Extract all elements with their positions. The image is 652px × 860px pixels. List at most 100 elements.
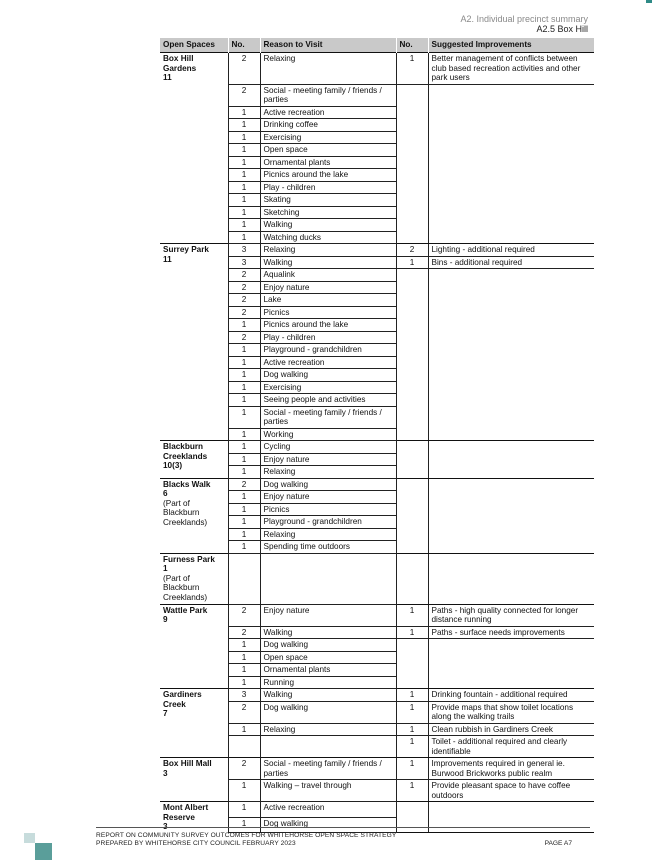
subsection-header: A2.5 Box Hill [536,24,588,34]
reason-text: Active recreation [259,801,396,818]
improvement-count [395,331,428,344]
table-row: 1 Dog walking [160,638,594,652]
footer-report-title: REPORT ON COMMUNITY SURVEY OUTCOMES FOR … [96,832,397,839]
table-row: 3 Walking 1 Bins - additional required [160,256,594,269]
reason-text: Exercising [259,381,396,394]
reason-text: Walking [259,256,396,269]
improvement-count [395,343,428,356]
improvement-text [427,515,594,528]
reason-count: 2 [227,268,260,282]
reason-text [259,552,396,605]
open-space-cell: Blackburn Creeklands 10(3) [160,440,228,478]
table-row: 1 Playground - grandchildren [160,515,594,529]
improvement-text [427,801,594,817]
reason-text: Dog walking [259,477,396,491]
reason-count: 1 [227,503,260,516]
table-row: 1 Relaxing [160,465,594,479]
reason-count [227,735,260,758]
open-space-note: (Part of Blackburn Creeklands) [163,498,208,527]
reason-text: Social - meeting family / friends / part… [259,406,396,429]
decorative-square-light [24,833,35,843]
improvement-count [395,143,428,156]
improvement-count [395,440,428,453]
improvement-text [427,428,594,441]
open-space-count: 11 [163,254,172,264]
improvement-count [395,428,428,441]
reason-count: 1 [227,723,260,736]
open-space-name: Wattle Park [163,605,208,615]
table-row: Gardiners Creek 7 3 Walking 1 Drinking founta… [160,688,594,758]
reason-count: 1 [227,651,260,664]
col-improvement-count: No. [396,38,429,53]
improvement-text [427,181,594,194]
table-row: 1 Active recreation [160,106,594,119]
reason-text: Playground - grandchildren [259,343,396,357]
reason-text: Picnics [259,503,396,516]
open-space-count: 11 [163,73,172,82]
col-reason: Reason to Visit [260,38,397,53]
reason-count: 1 [227,156,260,169]
reason-count: 1 [227,181,260,194]
improvement-count [395,490,428,503]
reason-count: 1 [227,638,260,652]
improvement-text [427,206,594,219]
improvement-text: Toilet - additional required and clearly… [427,735,594,758]
improvement-text [427,503,594,516]
open-space-name: Box Hill Gardens [163,54,197,73]
footer-prepared-by: PREPARED BY WHITEHORSE CITY COUNCIL FEBR… [96,840,296,847]
table-row: Blackburn Creeklands 10(3) 1 Cycling [160,440,594,478]
table-row: 2 Social - meeting family / friends / par… [160,84,594,107]
reason-count: 1 [227,143,260,157]
improvement-text: Paths - high quality connected for longe… [427,603,594,627]
open-space-name: Mont Albert Reserve [163,803,209,822]
table-row: 1 Dog walking [160,817,594,833]
reason-text: Social - meeting family / friends / part… [259,757,396,780]
reason-count: 1 [227,453,260,466]
reason-count: 1 [227,428,260,441]
improvement-count [395,306,428,319]
reason-count: 1 [227,801,260,818]
reason-text: Working [259,428,396,441]
reason-count: 1 [227,490,260,504]
improvement-text [427,168,594,181]
table-row: 1 Walking [160,218,594,232]
reason-text: Ornamental plants [259,663,396,677]
reason-count: 2 [227,757,260,780]
reason-text: Enjoy nature [259,281,396,294]
reason-count: 1 [227,231,260,244]
reason-text: Dog walking [259,701,396,724]
reason-count: 2 [227,52,260,85]
open-space-cell: Box Hill Gardens 11 [160,52,228,244]
page-number: PAGE A7 [544,840,572,847]
improvement-count: 1 [395,603,428,627]
reason-count: 3 [227,243,260,257]
improvement-count [395,638,428,651]
reason-count: 1 [227,381,260,394]
table-row: 1 Drinking coffee [160,118,594,132]
improvement-count: 1 [395,779,428,802]
reason-count: 1 [227,779,260,802]
reason-text: Enjoy nature [259,453,396,466]
improvement-text [427,638,594,651]
table-row: Blacks Walk 6 (Part of Blackburn Creekland… [160,477,594,553]
table-row: 2 Lake [160,293,594,307]
open-space-cell: Box Hill Mall 3 [160,757,228,802]
improvement-text [427,118,594,131]
improvement-text [427,231,594,244]
reason-text: Walking [259,218,396,232]
improvement-count: 1 [395,701,428,724]
reason-text: Active recreation [259,356,396,369]
reason-text: Play - children [259,331,396,344]
table-row: 2 Walking 1 Paths - surface needs improveme… [160,626,594,639]
reason-text: Relaxing [259,52,396,85]
reason-count: 2 [227,701,260,724]
reason-text: Enjoy nature [259,490,396,504]
reason-text: Relaxing [259,243,396,257]
improvement-count [395,552,428,605]
reason-text: Picnics [259,306,396,319]
improvement-count: 2 [395,243,428,257]
improvement-text [427,306,594,319]
reason-text: Walking [259,688,396,702]
reason-count: 2 [227,84,260,107]
improvement-count [395,663,428,676]
